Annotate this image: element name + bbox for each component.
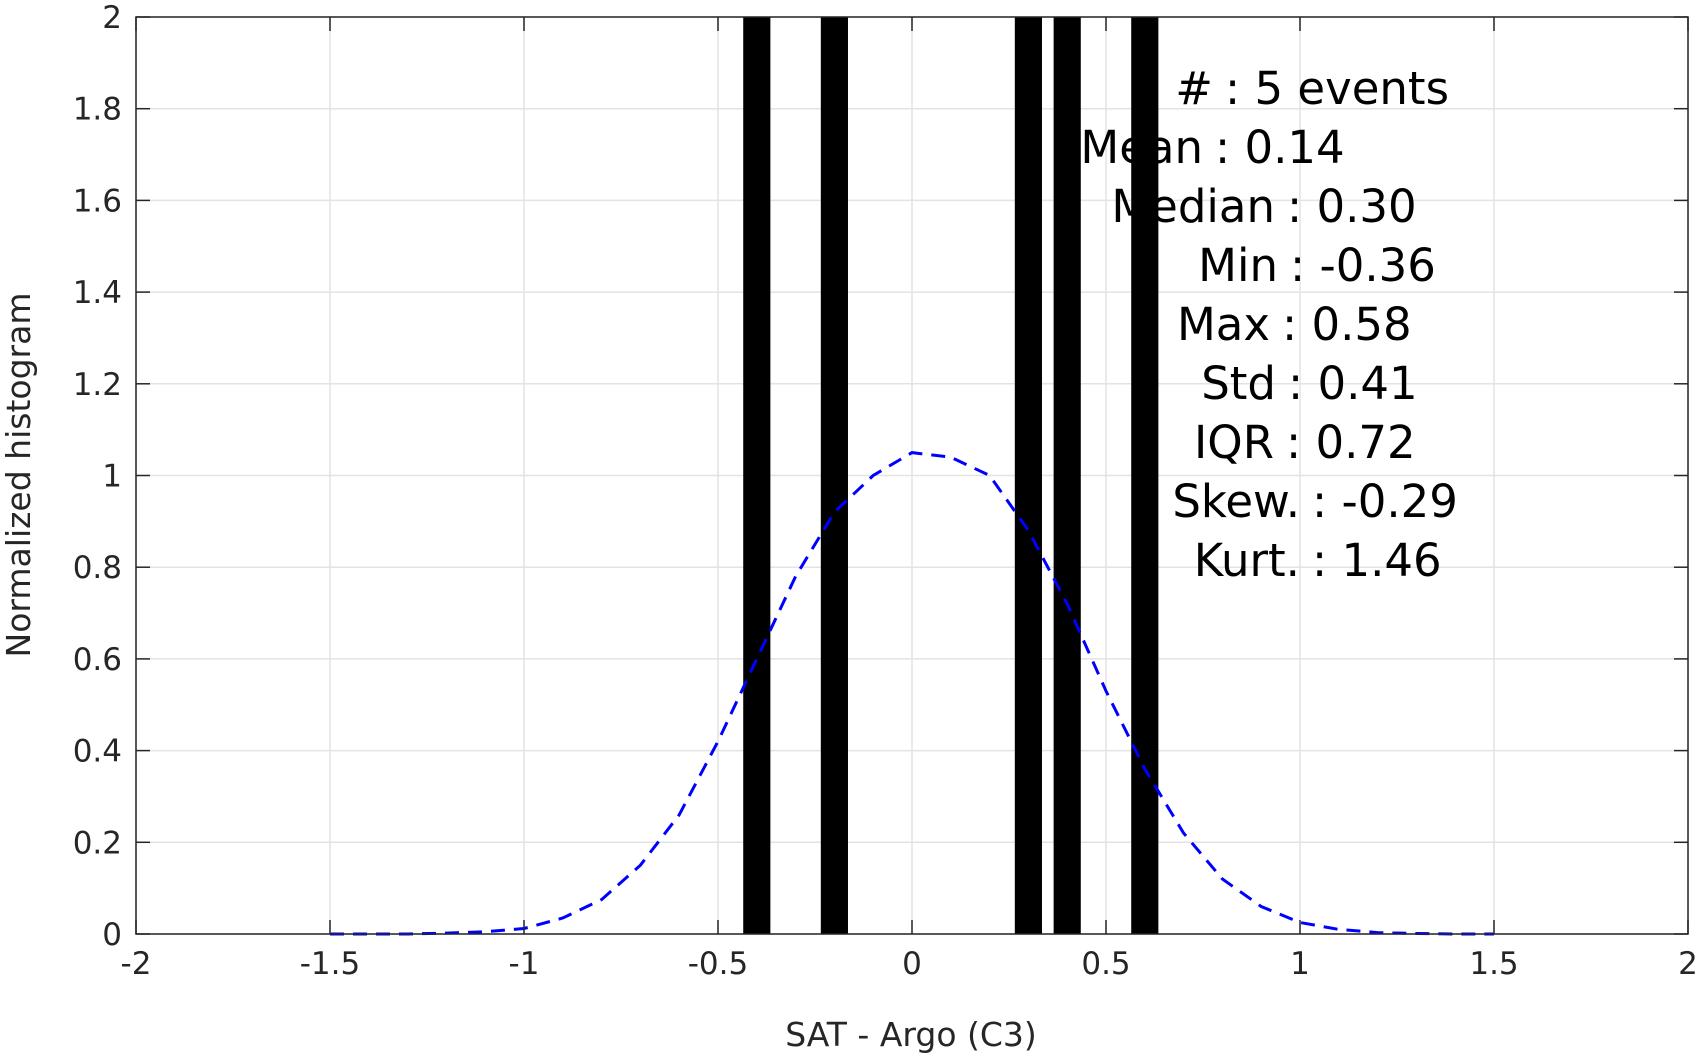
y-tick-label: 1.8 [73, 92, 122, 128]
y-tick-label: 2 [102, 0, 122, 36]
x-tick-label: -2 [121, 946, 152, 982]
stat-label: Kurt. [1194, 534, 1300, 587]
histogram-bar [820, 17, 848, 934]
histogram-bar [1014, 17, 1042, 934]
x-tick-label: 1 [1290, 946, 1310, 982]
stat-label: Skew. [1172, 475, 1300, 528]
y-tick-label: 0 [102, 917, 122, 953]
stat-label: IQR [1194, 416, 1274, 469]
x-tick-label: -0.5 [688, 946, 749, 982]
y-tick-label: 0.8 [73, 550, 122, 586]
y-axis-ticks: 0 0.2 0.4 0.6 0.8 1 1.2 1.4 1.6 1.8 2 [73, 0, 1688, 953]
x-axis-ticks: -2 -1.5 -1 -0.5 0 0.5 1 1.5 2 [121, 17, 1698, 982]
stat-value: : -0.36 [1290, 239, 1436, 292]
y-tick-label: 0.6 [73, 642, 122, 678]
y-tick-label: 1 [102, 459, 122, 495]
y-tick-label: 1.2 [73, 367, 122, 403]
y-tick-label: 0.2 [73, 825, 122, 861]
stat-label: # [1175, 62, 1213, 115]
x-tick-label: 1.5 [1469, 946, 1518, 982]
stat-value: : 0.14 [1215, 121, 1345, 174]
grid-lines [135, 16, 1689, 935]
histogram-bar [1131, 17, 1159, 934]
y-tick-label: 1.6 [73, 183, 122, 219]
x-tick-label: 2 [1678, 946, 1698, 982]
y-tick-label: 1.4 [73, 275, 122, 311]
stat-label: Min [1198, 239, 1278, 292]
histogram-bars [743, 17, 1159, 934]
x-tick-label: -1 [509, 946, 540, 982]
stat-label: Median [1111, 180, 1275, 233]
stat-value: : 0.41 [1288, 357, 1418, 410]
x-tick-label: 0 [902, 946, 922, 982]
histogram-bar [743, 17, 771, 934]
stat-value: : 0.58 [1282, 298, 1412, 351]
stat-value: : -0.29 [1312, 475, 1458, 528]
stat-value: : 0.30 [1287, 180, 1417, 233]
stat-label: Std [1201, 357, 1276, 410]
stat-value: : 0.72 [1286, 416, 1416, 469]
stat-label: Max [1177, 298, 1270, 351]
y-axis-title: Normalized histogram [0, 293, 38, 658]
x-axis-title: SAT - Argo (C3) [785, 1015, 1037, 1054]
y-tick-label: 0.4 [73, 734, 122, 770]
stat-value: : 1.46 [1312, 534, 1442, 587]
histogram-bar [1053, 17, 1081, 934]
stat-value: : 5 events [1225, 62, 1449, 115]
x-tick-label: -1.5 [300, 946, 361, 982]
stat-label: Mean [1080, 121, 1203, 174]
x-tick-label: 0.5 [1081, 946, 1130, 982]
